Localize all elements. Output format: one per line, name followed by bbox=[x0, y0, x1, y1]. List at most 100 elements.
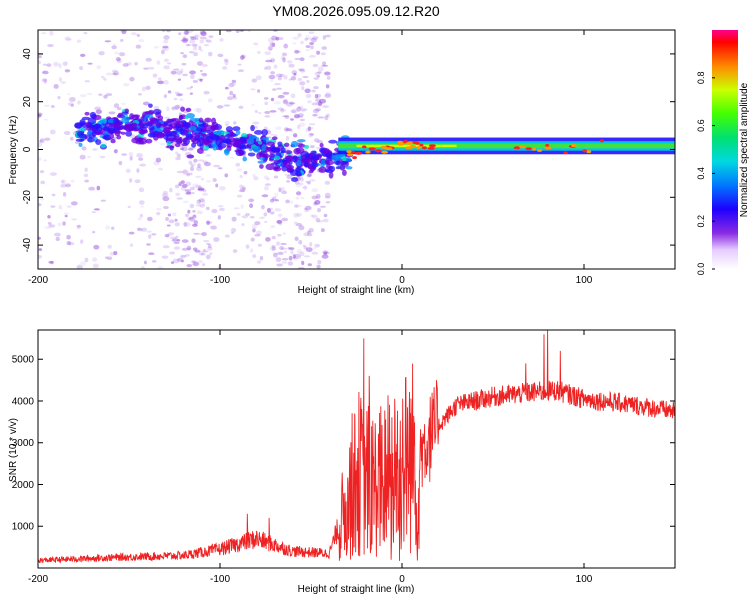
heatmap-cell bbox=[272, 88, 277, 91]
heatmap-cell bbox=[46, 63, 52, 68]
heatmap-cell bbox=[307, 126, 312, 132]
heatmap-cell bbox=[121, 111, 129, 115]
heatmap-cell bbox=[116, 58, 122, 64]
heatmap-cell bbox=[271, 235, 276, 240]
heatmap-cell bbox=[38, 248, 42, 251]
heatmap-cell bbox=[176, 239, 181, 242]
heatmap-cell bbox=[271, 196, 277, 201]
heatmap-cell bbox=[231, 79, 237, 83]
colorbar-tick-label: 0.0 bbox=[696, 263, 706, 276]
heatmap-cell bbox=[223, 58, 229, 62]
heatmap-cell bbox=[267, 45, 273, 51]
heatmap-cell bbox=[317, 259, 322, 265]
heatmap-cell bbox=[269, 110, 277, 113]
y-tick-label: 40 bbox=[22, 48, 33, 60]
heatmap-cell bbox=[174, 120, 184, 127]
heatmap-cell bbox=[183, 222, 191, 227]
heatmap-cell bbox=[319, 98, 327, 104]
x-tick-label: 0 bbox=[399, 275, 405, 286]
heatmap-cell bbox=[182, 38, 189, 42]
heatmap-cell bbox=[168, 219, 175, 224]
heatmap-cell bbox=[202, 145, 210, 151]
heatmap-cell bbox=[186, 87, 192, 90]
spectrogram-y-label: Frequency (Hz) bbox=[8, 116, 19, 185]
heatmap-cell bbox=[264, 110, 271, 115]
heatmap-cell bbox=[136, 153, 143, 158]
heatmap-cell bbox=[315, 217, 321, 223]
heatmap-cell bbox=[147, 234, 152, 239]
heatmap-cell bbox=[255, 75, 262, 81]
heatmap-cell bbox=[298, 239, 303, 245]
heatmap-cell bbox=[285, 164, 295, 170]
heatmap-cell bbox=[308, 227, 314, 233]
heatmap-cell bbox=[151, 233, 157, 236]
heatmap-cell bbox=[241, 54, 246, 59]
heatmap-cell bbox=[242, 156, 248, 162]
heatmap-cell bbox=[525, 147, 532, 151]
heatmap-cell bbox=[322, 61, 327, 66]
heatmap-cell bbox=[211, 208, 218, 214]
heatmap-cell bbox=[325, 201, 331, 204]
heatmap-cell bbox=[297, 143, 306, 148]
heatmap-cell bbox=[217, 53, 224, 58]
heatmap-cell bbox=[308, 132, 314, 138]
heatmap-cell bbox=[275, 36, 280, 41]
heatmap-cell bbox=[51, 193, 56, 197]
heatmap-cell bbox=[146, 230, 152, 233]
heatmap-cell bbox=[282, 157, 288, 163]
heatmap-cell bbox=[248, 198, 255, 203]
x-tick-label: 100 bbox=[576, 574, 593, 585]
heatmap-cell bbox=[288, 129, 293, 132]
heatmap-cell bbox=[310, 214, 314, 218]
heatmap-cell bbox=[115, 57, 121, 62]
heatmap-cell bbox=[345, 157, 352, 162]
heatmap-cell bbox=[311, 102, 317, 106]
heatmap-cell bbox=[189, 186, 195, 191]
heatmap-cell bbox=[191, 263, 197, 266]
heatmap-cell bbox=[249, 203, 254, 209]
heatmap-cell bbox=[197, 187, 205, 192]
heatmap-cell bbox=[325, 152, 333, 158]
heatmap-cell bbox=[237, 69, 245, 73]
heatmap-cell bbox=[47, 44, 54, 48]
heatmap-cell bbox=[182, 200, 189, 204]
heatmap-cell bbox=[49, 129, 56, 135]
heatmap-cell bbox=[182, 54, 188, 59]
heatmap-cell bbox=[74, 122, 83, 129]
heatmap-cell bbox=[313, 77, 319, 80]
heatmap-cell bbox=[239, 174, 243, 179]
heatmap-cell bbox=[167, 90, 172, 94]
heatmap-cell bbox=[266, 141, 275, 146]
heatmap-cell bbox=[296, 159, 302, 167]
heatmap-cell bbox=[282, 232, 286, 236]
heatmap-cell bbox=[66, 234, 71, 240]
heatmap-cell bbox=[306, 233, 313, 237]
heatmap-cell bbox=[175, 151, 179, 155]
x-tick-label: 100 bbox=[576, 275, 593, 286]
heatmap-cell bbox=[163, 65, 170, 70]
heatmap-cell bbox=[283, 43, 289, 49]
heatmap-cell bbox=[316, 207, 322, 213]
heatmap-cell bbox=[153, 160, 160, 166]
heatmap-cell bbox=[217, 167, 223, 170]
heatmap-cell bbox=[60, 183, 67, 188]
heatmap-cell bbox=[270, 146, 280, 153]
heatmap-cell bbox=[189, 35, 197, 39]
heatmap-cell bbox=[87, 117, 97, 125]
heatmap-cell bbox=[87, 155, 91, 159]
heatmap-cell bbox=[296, 139, 306, 143]
heatmap-cell bbox=[281, 190, 287, 195]
spectrogram-y-ticks: -40 -20 0 20 40 bbox=[22, 48, 675, 252]
heatmap-cell bbox=[298, 225, 305, 231]
heatmap-cell bbox=[142, 101, 150, 106]
heatmap-cell bbox=[217, 142, 227, 149]
heatmap-cell bbox=[118, 52, 126, 57]
heatmap-cell bbox=[277, 233, 282, 237]
snr-panel: -200 -100 0 100 1000 2000 3000 4000 5000 Height… bbox=[8, 329, 676, 595]
heatmap-cell bbox=[365, 150, 371, 154]
heatmap-cell bbox=[71, 218, 78, 221]
heatmap-cell bbox=[177, 93, 184, 96]
heatmap-cell bbox=[182, 36, 186, 41]
heatmap-cell bbox=[205, 221, 213, 224]
heatmap-cell bbox=[381, 150, 389, 154]
